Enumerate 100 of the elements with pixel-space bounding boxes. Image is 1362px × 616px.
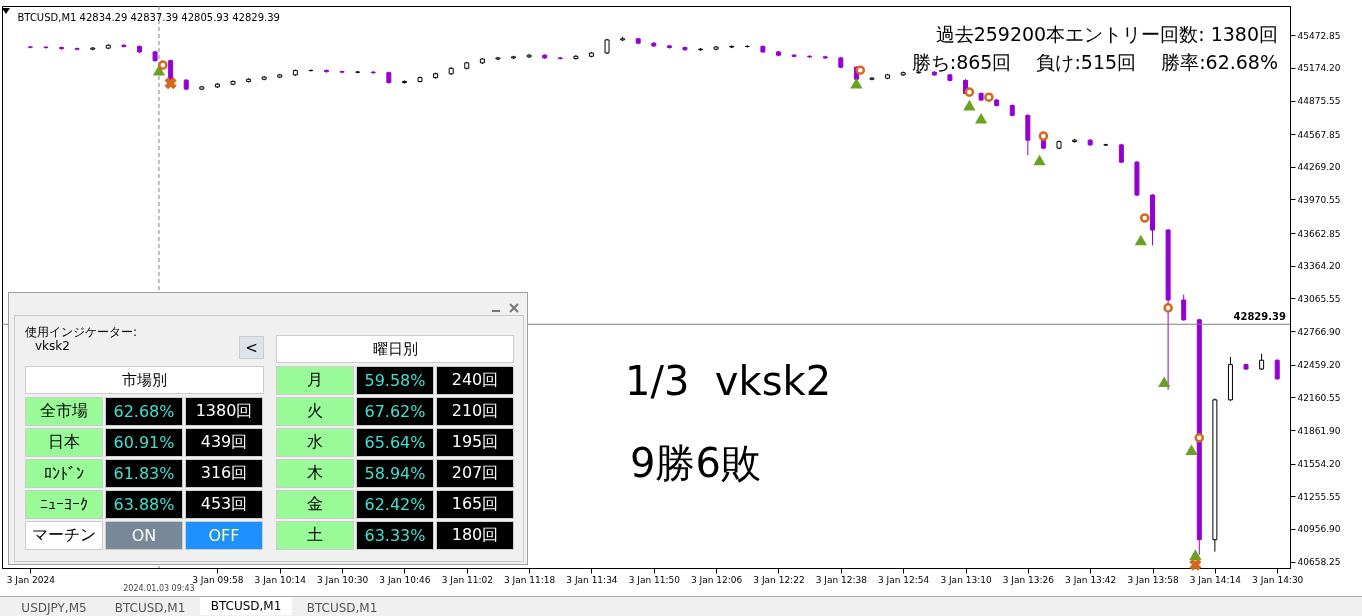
annotation: vksk2 [35,339,70,353]
annotation: 土 [276,521,354,550]
y-tick-label: 43065.55 [1297,293,1341,304]
text: BTCUSD,M1 [113,600,187,616]
x-tick-label: 3 Jan 10:46 [379,574,431,585]
annotation: 165回 [436,490,514,519]
text: BTCUSD,M1 42834.29 42837.39 42805.93 42829.39 [17,11,280,23]
annotation: 62.42% [356,490,434,519]
x-tick-label: 3 Jan 13:10 [940,574,992,585]
annotation: ﾛﾝﾄﾞﾝ [25,459,103,488]
annotation: 67.62% [356,397,434,426]
x-tick-label: 3 Jan 2024 [6,574,56,585]
point [1189,558,1202,571]
annotation: 勝ち:865回 負け:515回 勝率:62.68% [911,50,1278,75]
y-tick-label: 41255.55 [1297,491,1341,502]
text: BTCUSD,M1 [200,597,292,615]
y-tick-label: 43364.20 [1297,261,1341,272]
point [1185,444,1198,456]
point [1158,376,1171,388]
y-tick-label: 44269.20 [1297,162,1341,173]
annotation: 全市場 [25,397,103,426]
ref-line-label: 2024.01.03 09:43 [123,584,195,593]
point [1139,213,1150,223]
y-tick-label: 40658.25 [1297,557,1341,568]
y-tick-label: 41554.20 [1297,459,1341,470]
annotation: 65.64% [356,428,434,457]
annotation: 1/3 vksk2 [625,358,832,404]
annotation: 火 [276,397,354,426]
annotation: 207回 [436,459,514,488]
x-tick-label: 3 Jan 12:06 [691,574,743,585]
annotation: 水 [276,428,354,457]
annotation: 63.33% [356,521,434,550]
point [963,99,976,111]
annotation: OFF [185,521,263,550]
point [974,112,988,124]
y-tick-label: 42459.20 [1297,360,1341,371]
annotation: 210回 [436,397,514,426]
point [1194,433,1205,443]
y-tick-label: 42160.55 [1297,392,1341,403]
annotation: 316回 [185,459,263,488]
annotation: 月 [276,366,354,395]
point [1189,549,1202,560]
annotation: 曜日別 [276,335,514,363]
annotation: ﾆｭｰﾖｰｸ [25,490,103,519]
y-tick-label: 44875.55 [1297,96,1341,107]
annotation: 59.58% [356,366,434,395]
point [158,60,168,70]
point [964,87,975,97]
annotation: 金 [276,490,354,519]
annotation: 使用インジケーター: [25,324,138,340]
annotation: 市場別 [25,366,264,394]
y-tick-label: 43970.55 [1297,194,1341,205]
x-tick-label: 3 Jan 11:18 [503,574,556,585]
x-tick-label: 3 Jan 12:38 [815,574,868,585]
annotation: 180回 [436,521,514,550]
annotation: 453回 [185,490,263,519]
x-tick-label: 3 Jan 13:26 [1002,574,1055,585]
x-tick-label: 3 Jan 13:58 [1127,574,1179,585]
annotation: 240回 [436,366,514,395]
y-tick-label: 41861.90 [1297,425,1341,436]
point [1134,234,1147,246]
candlestick [526,53,532,59]
x-tick-label: 3 Jan 12:54 [878,574,930,585]
x-tick-label: 3 Jan 14:14 [1189,574,1242,585]
y-tick-label: 44567.85 [1297,129,1341,140]
y-tick-label: 45472.85 [1297,30,1341,41]
candlestick [1181,294,1187,322]
annotation: 58.94% [356,459,434,488]
annotation: 日本 [25,428,103,457]
point [984,92,994,102]
candlestick [43,45,49,50]
point [1163,303,1173,313]
annotation: 62.68% [105,397,183,426]
x-tick-label: 3 Jan 13:42 [1065,574,1117,585]
ref-line-label: 42829.39 [1233,311,1287,323]
x-tick-label: 3 Jan 10:30 [316,574,369,585]
y-tick-label: 42766.90 [1297,326,1341,337]
x-tick-label: 3 Jan 12:22 [753,574,805,585]
point [850,77,863,89]
y-tick-label: 43662.85 [1297,228,1341,239]
annotation: ON [105,521,183,550]
y-tick-label: 40956.90 [1297,524,1341,535]
x-tick-label: 3 Jan 11:02 [441,574,493,585]
point [164,77,177,90]
x-tick-label: 3 Jan 11:34 [566,574,618,585]
annotation: < [239,336,264,359]
point [1033,154,1046,166]
point [855,65,866,75]
annotation: 1380回 [185,397,263,426]
text: BTCUSD,M1 [305,600,379,616]
point [1038,131,1049,141]
annotation: マーチン [25,521,103,550]
x-tick-label: 3 Jan 10:14 [254,574,307,585]
annotation: 木 [276,459,354,488]
annotation: 9勝6敗 [630,439,761,488]
annotation: 61.83% [105,459,183,488]
text: USDJPY,M5 [20,600,88,616]
annotation: 60.91% [105,428,183,457]
candlestick [682,45,688,52]
annotation: 63.88% [105,490,183,519]
